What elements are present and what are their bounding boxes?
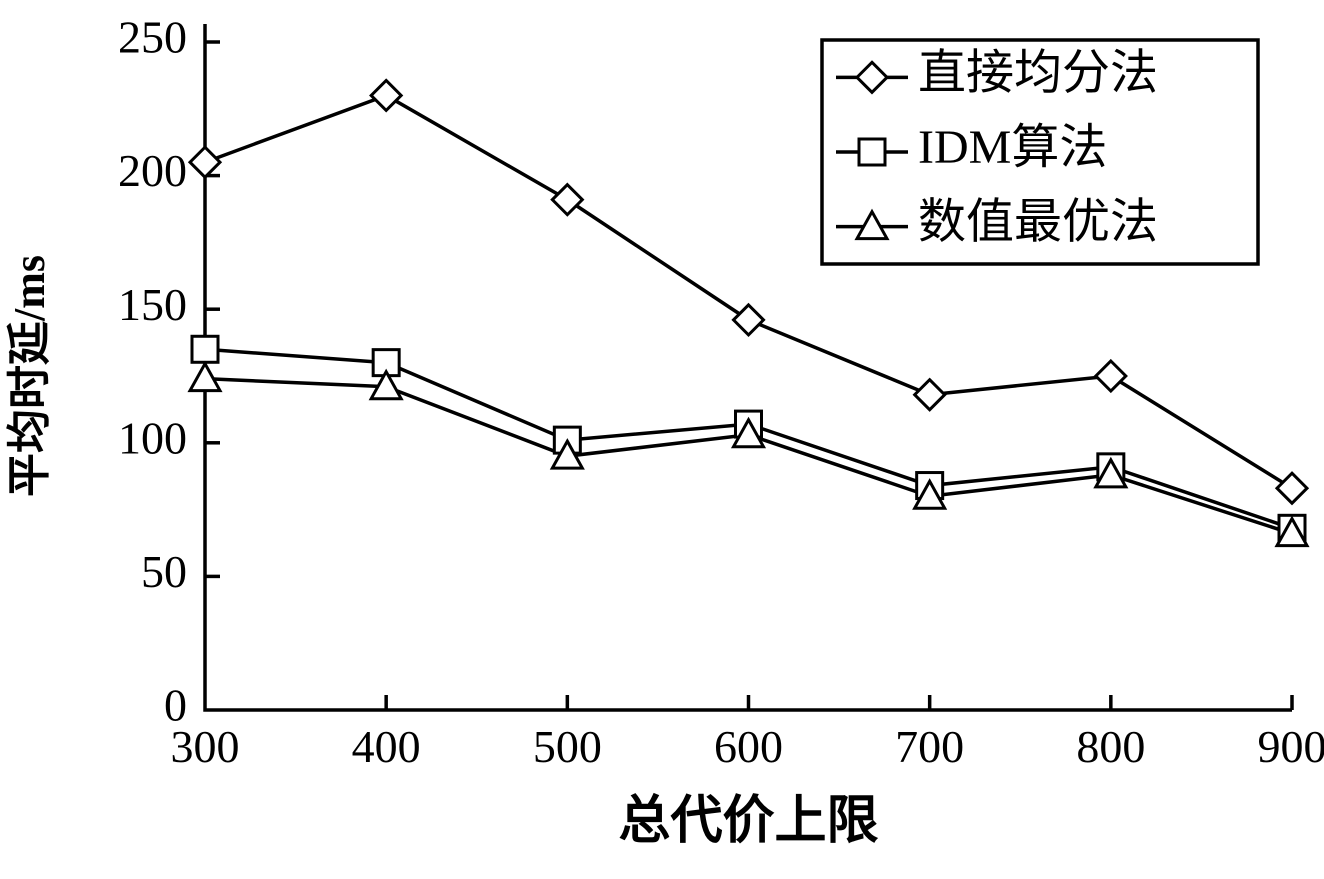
triangle-marker-icon xyxy=(912,478,948,510)
legend-label: 数值最优法 xyxy=(918,196,1158,249)
diamond-marker-icon xyxy=(550,182,585,217)
legend-entry: IDM算法 xyxy=(836,121,1107,174)
square-marker-icon xyxy=(190,334,220,364)
triangle-marker-icon xyxy=(1093,456,1129,489)
legend-label: 直接均分法 xyxy=(918,46,1158,99)
x-axis-tick-label: 800 xyxy=(1076,721,1145,772)
series-markers-0 xyxy=(187,78,1310,506)
series-markers-2 xyxy=(187,360,1310,548)
diamond-marker-icon xyxy=(369,78,404,113)
x-axis-tick-label: 500 xyxy=(533,721,602,772)
triangle-marker-icon xyxy=(854,208,890,241)
y-axis-title: 平均时延/ms xyxy=(5,255,54,497)
x-axis-tick-label: 700 xyxy=(895,721,964,772)
y-axis-tick-label: 250 xyxy=(118,12,187,63)
x-axis-tick-label: 900 xyxy=(1258,721,1324,772)
legend-entry: 直接均分法 xyxy=(836,46,1158,99)
triangle-marker-icon xyxy=(549,438,585,470)
diamond-marker-icon xyxy=(912,377,947,412)
x-axis-tick-label: 600 xyxy=(714,721,783,772)
triangle-marker-icon xyxy=(730,416,767,449)
y-axis-tick-label: 150 xyxy=(118,279,187,330)
square-marker-icon xyxy=(857,137,887,167)
y-axis-tick-label: 200 xyxy=(118,145,187,196)
y-axis-tick-label: 100 xyxy=(118,412,187,463)
y-axis-tick-label: 0 xyxy=(164,680,187,731)
legend-label: IDM算法 xyxy=(918,121,1107,174)
x-axis-tick-label: 300 xyxy=(171,721,240,772)
series-line-2 xyxy=(204,376,1293,536)
legend-entry: 数值最优法 xyxy=(836,196,1158,249)
y-axis-tick-label: 50 xyxy=(141,546,187,597)
diamond-marker-icon xyxy=(187,145,223,180)
diamond-marker-icon xyxy=(854,60,890,95)
diamond-marker-icon xyxy=(1093,358,1128,394)
triangle-marker-icon xyxy=(368,368,404,401)
x-axis-tick-label: 400 xyxy=(352,721,421,772)
x-axis-title: 总代价上限 xyxy=(618,792,878,850)
diamond-marker-icon xyxy=(1274,471,1310,506)
triangle-marker-icon xyxy=(1274,515,1310,548)
triangle-marker-icon xyxy=(187,360,223,393)
diamond-marker-icon xyxy=(731,302,766,338)
